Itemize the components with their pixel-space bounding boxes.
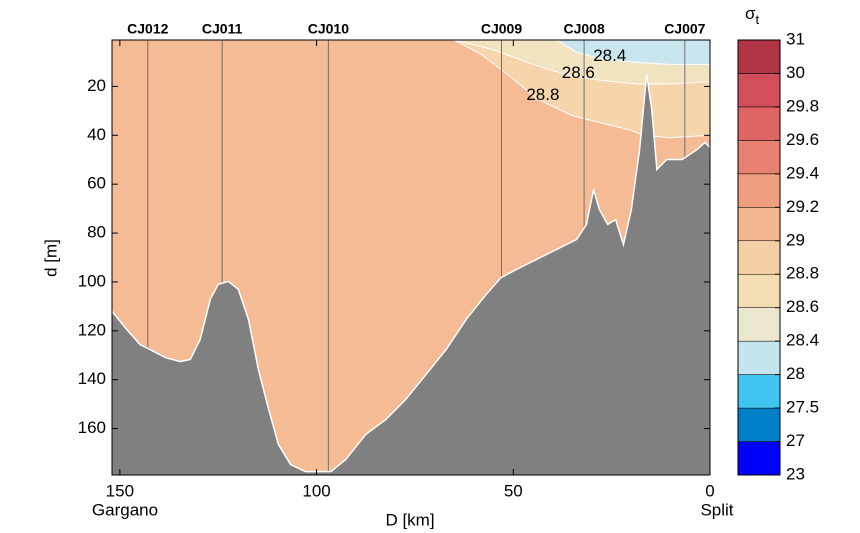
x-axis-label: D [km] [385,510,434,529]
contour-fill [556,40,710,65]
colorbar-bin [737,173,781,208]
colorbar-label: σt [745,4,760,27]
station-label: CJ010 [308,21,349,37]
colorbar-bin [737,374,781,409]
contour-label: 28.4 [593,46,626,65]
colorbar-frame [737,39,781,476]
colorbar-bin [737,140,781,175]
colorbar-tick-label: 27 [786,431,805,450]
colorbar-bin [737,240,781,275]
colorbar-tick-label: 23 [786,464,805,483]
y-tick-label: 140 [78,369,106,388]
contour-line [454,40,710,85]
x-tick-label: 100 [302,481,330,500]
colorbar-bin [737,340,781,375]
y-tick-label: 160 [78,418,106,437]
colorbar-bin [737,39,781,74]
colorbar-tick-label: 29.6 [786,130,819,149]
colorbar-tick-label: 30 [786,63,805,82]
colorbar-bin [737,407,781,442]
x-tick-label: 0 [705,481,714,500]
y-tick-label: 120 [78,320,106,339]
axes-frame [111,39,711,476]
colorbar-bin [737,106,781,141]
colorbar-symbol: σ [745,4,756,23]
colorbar-bin [737,441,781,476]
station-label: CJ009 [481,21,522,37]
bathymetry [112,74,710,475]
colorbar-tick-label: 28 [786,364,805,383]
colorbar-tick-label: 29 [786,230,805,249]
station-label: CJ012 [127,21,168,37]
y-tick-label: 60 [87,174,106,193]
colorbar-bin [737,73,781,108]
x-end-label: Split [700,500,733,519]
contour-label: 28.8 [526,85,559,104]
x-tick-label: 50 [504,481,523,500]
y-axis-label: d [m] [41,239,60,277]
y-tick-label: 100 [78,271,106,290]
y-tick-label: 80 [87,223,106,242]
contour-label: 28.6 [562,63,595,82]
plot [112,40,710,475]
x-end-label: Gargano [92,500,158,519]
y-tick-label: 40 [87,125,106,144]
contour-line [556,40,710,65]
colorbar-tick-label: 28.4 [786,331,819,350]
colorbar-tick-label: 28.6 [786,297,819,316]
station-label: CJ011 [202,21,243,37]
station-label: CJ007 [664,21,705,37]
colorbar-subscript: t [755,12,759,27]
colorbar-bin [737,207,781,242]
contour-line [454,40,710,139]
colorbar-tick-label: 28.8 [786,264,819,283]
colorbar-tick-label: 31 [786,29,805,48]
colorbar-tick-label: 29.8 [786,96,819,115]
colorbar-bin [737,307,781,342]
station-label: CJ008 [563,21,604,37]
colorbar-tick-label: 29.2 [786,197,819,216]
x-tick-label: 150 [106,481,134,500]
colorbar-tick-label: 29.4 [786,163,819,182]
colorbar-tick-label: 27.5 [786,398,819,417]
y-tick-label: 20 [87,76,106,95]
colorbar-bin [737,273,781,308]
